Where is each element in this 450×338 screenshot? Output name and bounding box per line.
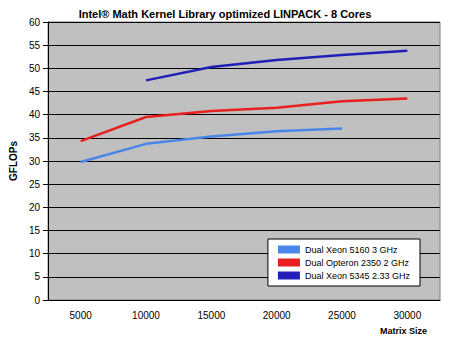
svg-text:Dual Opteron 2350 2 GHz: Dual Opteron 2350 2 GHz bbox=[305, 258, 410, 268]
svg-text:40: 40 bbox=[29, 109, 41, 120]
svg-text:Dual Xeon 5345 2.33 GHz: Dual Xeon 5345 2.33 GHz bbox=[305, 271, 411, 281]
svg-text:15: 15 bbox=[29, 225, 41, 236]
svg-text:60: 60 bbox=[29, 17, 41, 28]
svg-text:45: 45 bbox=[29, 86, 41, 97]
svg-text:50: 50 bbox=[29, 63, 41, 74]
svg-text:30000: 30000 bbox=[393, 310, 421, 321]
svg-text:0: 0 bbox=[34, 295, 40, 306]
svg-text:Intel® Math Kernel Library opt: Intel® Math Kernel Library optimized LIN… bbox=[79, 8, 372, 20]
svg-text:25000: 25000 bbox=[328, 310, 356, 321]
svg-text:15000: 15000 bbox=[197, 310, 225, 321]
svg-text:5: 5 bbox=[34, 271, 40, 282]
svg-text:55: 55 bbox=[29, 40, 41, 51]
svg-text:30: 30 bbox=[29, 156, 41, 167]
svg-text:20: 20 bbox=[29, 202, 41, 213]
svg-text:GFLOPs: GFLOPs bbox=[8, 141, 19, 181]
svg-text:35: 35 bbox=[29, 132, 41, 143]
svg-text:20000: 20000 bbox=[263, 310, 291, 321]
svg-text:10: 10 bbox=[29, 248, 41, 259]
svg-text:5000: 5000 bbox=[70, 310, 93, 321]
svg-text:Matrix Size: Matrix Size bbox=[380, 326, 427, 336]
svg-text:Dual Xeon 5160 3 GHz: Dual Xeon 5160 3 GHz bbox=[305, 245, 398, 255]
svg-text:10000: 10000 bbox=[132, 310, 160, 321]
svg-text:25: 25 bbox=[29, 179, 41, 190]
